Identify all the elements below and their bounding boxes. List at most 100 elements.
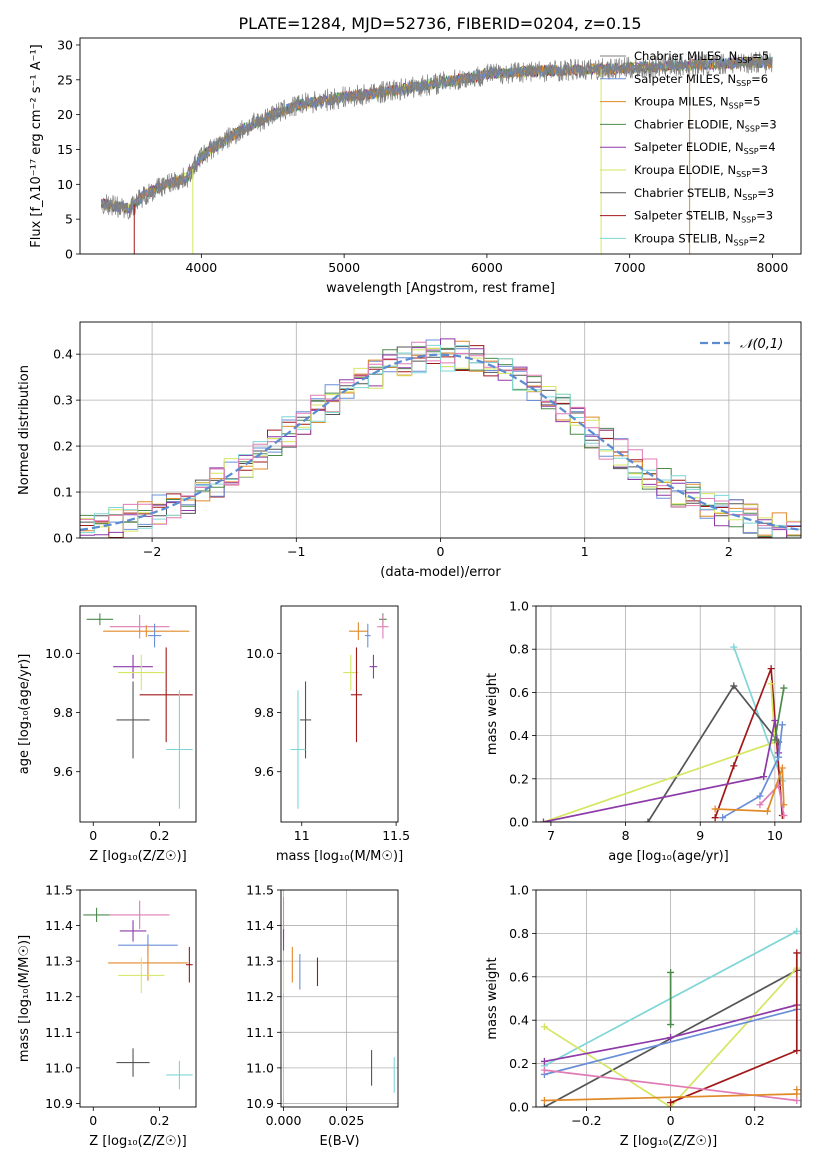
x-axis-label: Z [log₁₀(Z/Z☉)] [89,1134,186,1149]
weight-marker [767,680,775,688]
x-tick-label: −0.2 [571,1113,601,1128]
y-tick-label: 0.6 [509,685,529,700]
y-tick-label: 30 [57,37,73,52]
x-tick-label: 9 [696,828,704,843]
legend-subscript: SSP [734,238,749,247]
y-tick-label: 10.0 [246,646,274,661]
weight-marker [771,736,779,744]
x-tick-label: 0.2 [745,1113,765,1128]
panel-mass_vs_ebv: 0.000 0.025 10.9 11.0 11.1 11.2 11.3 11.4 11.5 E(… [246,883,399,1149]
y-axis-label: mass [log₁₀(M/M☉)] [17,935,32,1062]
axes-frame [280,889,399,1108]
legend-label: Kroupa STELIB, NSSP=2 [634,231,765,247]
legend-label: Salpeter STELIB, NSSP=3 [634,209,773,225]
legend-value: =4 [759,140,776,154]
legend-value: =3 [757,186,774,200]
x-axis-label: Z [log₁₀(Z/Z☉)] [620,1134,717,1149]
weight-marker [719,814,727,822]
x-axis-label: Z [log₁₀(Z/Z☉)] [89,849,186,864]
x-tick-label: 11 [294,828,310,843]
weight-marker [771,716,779,724]
legend-label: Salpeter ELODIE, NSSP=4 [634,140,776,156]
y-tick-label: 0.2 [509,1056,529,1071]
weight-marker [730,643,738,651]
x-axis-label: E(B-V) [319,1134,359,1149]
y-tick-label: 11.1 [246,1025,274,1040]
plot-area [536,606,801,822]
legend-value: =3 [760,117,777,131]
weight-marker [667,1021,675,1029]
x-tick-label: 0.000 [266,1113,302,1128]
weight-marker [780,684,788,692]
legend-value: =6 [751,72,768,86]
x-axis-label: (data-model)/error [380,565,501,580]
legend-subscript: SSP [736,79,751,88]
weight-marker [760,773,768,781]
plot-area [281,890,398,1107]
y-tick-label: 0.2 [509,771,529,786]
panel-spectrum: 4000 5000 6000 7000 8000 0 5 10 15 20 25 30 waveleng… [29,37,802,296]
x-tick-label: 0.025 [329,1113,365,1128]
weight-marker [730,762,738,770]
legend-value: =3 [751,163,768,177]
x-axis-label: wavelength [Angstrom, rest frame] [326,281,555,296]
weight-marker [793,949,801,957]
weight-marker [756,801,764,809]
y-tick-label: 9.6 [53,764,73,779]
y-tick-label: 25 [57,72,73,87]
y-tick-label: 5 [65,212,73,227]
y-tick-label: 11.3 [246,954,274,969]
x-tick-label: 11.5 [382,828,410,843]
panel-massweight_vs_Z: −0.2 0 0.2 0.0 0.2 0.4 0.6 0.8 1.0 Z [log₁₀(Z/Z☉)… [485,883,802,1149]
weight-marker [667,1099,675,1107]
weight-marker [540,1023,548,1031]
weight-line-salpeter_elodie [543,720,780,822]
y-tick-label: 0.0 [509,1100,529,1115]
weight-line-salpeter_miles [544,1008,798,1076]
y-tick-label: 11.5 [246,883,274,898]
x-tick-label: 7 [547,828,555,843]
x-tick-label: 8000 [757,260,789,275]
panel-residual_hist: −2 −1 0 1 2 0.0 0.1 0.2 0.3 0.4 (data-model)/error… [17,321,802,580]
plot-area [80,322,801,538]
weight-line-kroupa_elodie [543,683,776,822]
y-tick-label: 11.3 [45,954,73,969]
x-tick-label: 5000 [328,260,360,275]
y-tick-label: 10.9 [45,1096,73,1111]
weight-marker [667,968,675,976]
y-tick-label: 9.8 [53,705,73,720]
x-tick-label: 8 [622,828,630,843]
y-axis-label: Flux [f_λ10⁻¹⁷ erg cm⁻² s⁻¹ A⁻¹] [29,44,44,248]
weight-marker [644,818,652,822]
y-tick-label: 11.2 [246,989,274,1004]
legend-subscript: SSP [745,124,760,133]
y-tick-label: 0.0 [53,531,73,546]
weight-marker [780,801,788,809]
y-tick-label: 20 [57,107,73,122]
y-tick-label: 0.4 [509,1013,529,1028]
weight-marker [763,807,771,815]
legend-value: =3 [756,209,773,223]
weight-marker [667,1034,675,1042]
legend-value: =5 [744,95,761,109]
weight-line-chabrier_elodie [774,687,785,741]
panel-age_vs_mass: 11 11.5 9.6 9.8 10.0 mass [log₁₀(M/M☉)] [246,605,410,864]
weight-marker [793,1086,801,1094]
weight-line-salpeter_miles [722,724,784,819]
y-tick-label: 0.4 [53,347,73,362]
legend-subscript: SSP [744,147,759,156]
y-tick-label: 11.2 [45,989,73,1004]
y-tick-label: 0.6 [509,969,529,984]
weight-marker [793,1047,801,1055]
weight-marker [540,1096,548,1104]
y-tick-label: 10 [57,177,73,192]
histogram-step-pink [80,341,801,529]
y-tick-label: 0.1 [53,485,73,500]
x-tick-label: 10 [767,828,783,843]
y-tick-label: 0.0 [509,815,529,830]
legend-label: 𝒩(0,1) [740,337,783,352]
weight-marker [778,764,786,772]
x-tick-label: 2 [725,544,733,559]
y-tick-label: 11.1 [45,1025,73,1040]
